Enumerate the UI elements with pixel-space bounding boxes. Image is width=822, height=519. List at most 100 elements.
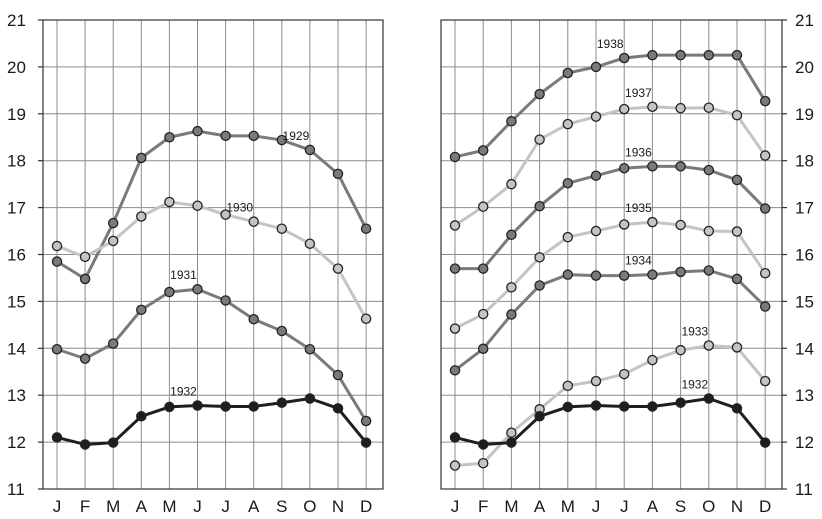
data-point: [731, 342, 743, 353]
data-point: [618, 52, 630, 64]
data-point: [192, 283, 203, 295]
data-point: [647, 401, 658, 412]
data-point: [506, 178, 517, 190]
data-point: [248, 401, 259, 412]
x-tick-label: F: [80, 497, 90, 516]
data-point: [248, 130, 259, 142]
y-tick-label: 15: [7, 292, 26, 311]
y-tick-label: 13: [7, 386, 26, 405]
data-point: [304, 238, 316, 249]
data-point: [248, 216, 259, 227]
data-point: [562, 269, 574, 280]
data-point: [506, 116, 517, 127]
data-point: [79, 353, 91, 364]
x-tick-label: A: [647, 497, 659, 516]
x-tick-label: D: [759, 497, 771, 516]
x-tick-label: N: [332, 497, 344, 516]
series-label: 1933: [681, 324, 708, 338]
y-tick-label: 14: [795, 339, 814, 358]
data-point: [51, 343, 63, 355]
series-1935: 1935: [449, 201, 771, 334]
data-point: [534, 134, 545, 145]
data-point: [449, 460, 461, 471]
data-point: [449, 432, 461, 443]
y-tick-label: 16: [7, 246, 26, 265]
data-point: [79, 439, 91, 450]
data-point: [759, 203, 771, 214]
data-point: [759, 95, 771, 107]
series-1934: 1934: [449, 254, 771, 376]
series-1929: 1929: [51, 125, 372, 285]
data-point: [590, 270, 602, 281]
x-tick-label: F: [478, 497, 488, 516]
data-point: [562, 401, 574, 413]
data-point: [51, 432, 63, 443]
data-point: [449, 151, 461, 163]
data-point: [759, 150, 771, 161]
data-point: [276, 325, 288, 337]
data-point: [759, 268, 771, 279]
x-tick-label: M: [504, 497, 518, 516]
data-point: [107, 338, 119, 349]
data-point: [759, 375, 771, 387]
data-point: [360, 313, 372, 325]
x-tick-label: O: [702, 497, 715, 516]
data-point: [449, 263, 461, 274]
x-tick-label: S: [675, 497, 686, 516]
y-tick-label: 18: [795, 152, 814, 171]
series-1932: 1932: [51, 385, 372, 450]
y-tick-label: 11: [795, 480, 813, 499]
data-point: [590, 61, 602, 73]
data-point: [562, 177, 574, 189]
data-point: [534, 252, 545, 263]
series-line: [453, 53, 767, 159]
data-point: [107, 217, 119, 229]
x-tick-label: J: [221, 497, 230, 516]
data-point: [220, 130, 231, 142]
data-point: [136, 152, 147, 164]
data-point: [332, 369, 344, 381]
data-point: [731, 273, 743, 285]
data-point: [647, 269, 658, 280]
data-point: [731, 403, 743, 414]
series-line: [453, 164, 767, 271]
y-tick-label: 16: [795, 246, 814, 265]
series-line: [55, 200, 368, 321]
data-point: [590, 170, 602, 181]
series-1932: 1932: [449, 377, 771, 450]
y-tick-label: 14: [7, 339, 26, 358]
data-point: [136, 304, 147, 316]
data-point: [164, 286, 175, 298]
x-tick-label: M: [561, 497, 575, 516]
y-tick-label: 13: [795, 386, 814, 405]
y-tick-label: 19: [7, 105, 26, 124]
data-point: [220, 401, 231, 412]
x-tick-label: A: [136, 497, 148, 516]
x-tick-label: O: [303, 497, 316, 516]
data-point: [618, 368, 630, 380]
x-tick-label: J: [53, 497, 62, 516]
data-point: [332, 263, 344, 274]
data-point: [618, 103, 630, 115]
series-1933: 1933: [449, 324, 771, 471]
data-point: [703, 265, 715, 276]
data-point: [51, 256, 63, 267]
series-label: 1937: [625, 86, 652, 100]
series-1937: 1937: [449, 86, 771, 231]
data-point: [534, 88, 545, 100]
data-point: [477, 263, 489, 274]
data-point: [506, 427, 517, 438]
y-tick-label: 21: [7, 11, 26, 30]
data-point: [304, 343, 316, 355]
y-tick-label: 11: [7, 480, 25, 499]
data-point: [304, 393, 316, 404]
data-point: [534, 411, 545, 422]
series-label: 1934: [625, 254, 652, 268]
series-label: 1931: [170, 268, 197, 282]
data-point: [360, 437, 372, 448]
series-label: 1929: [283, 129, 310, 143]
data-point: [618, 401, 630, 412]
data-point: [731, 109, 743, 121]
data-point: [675, 219, 686, 231]
